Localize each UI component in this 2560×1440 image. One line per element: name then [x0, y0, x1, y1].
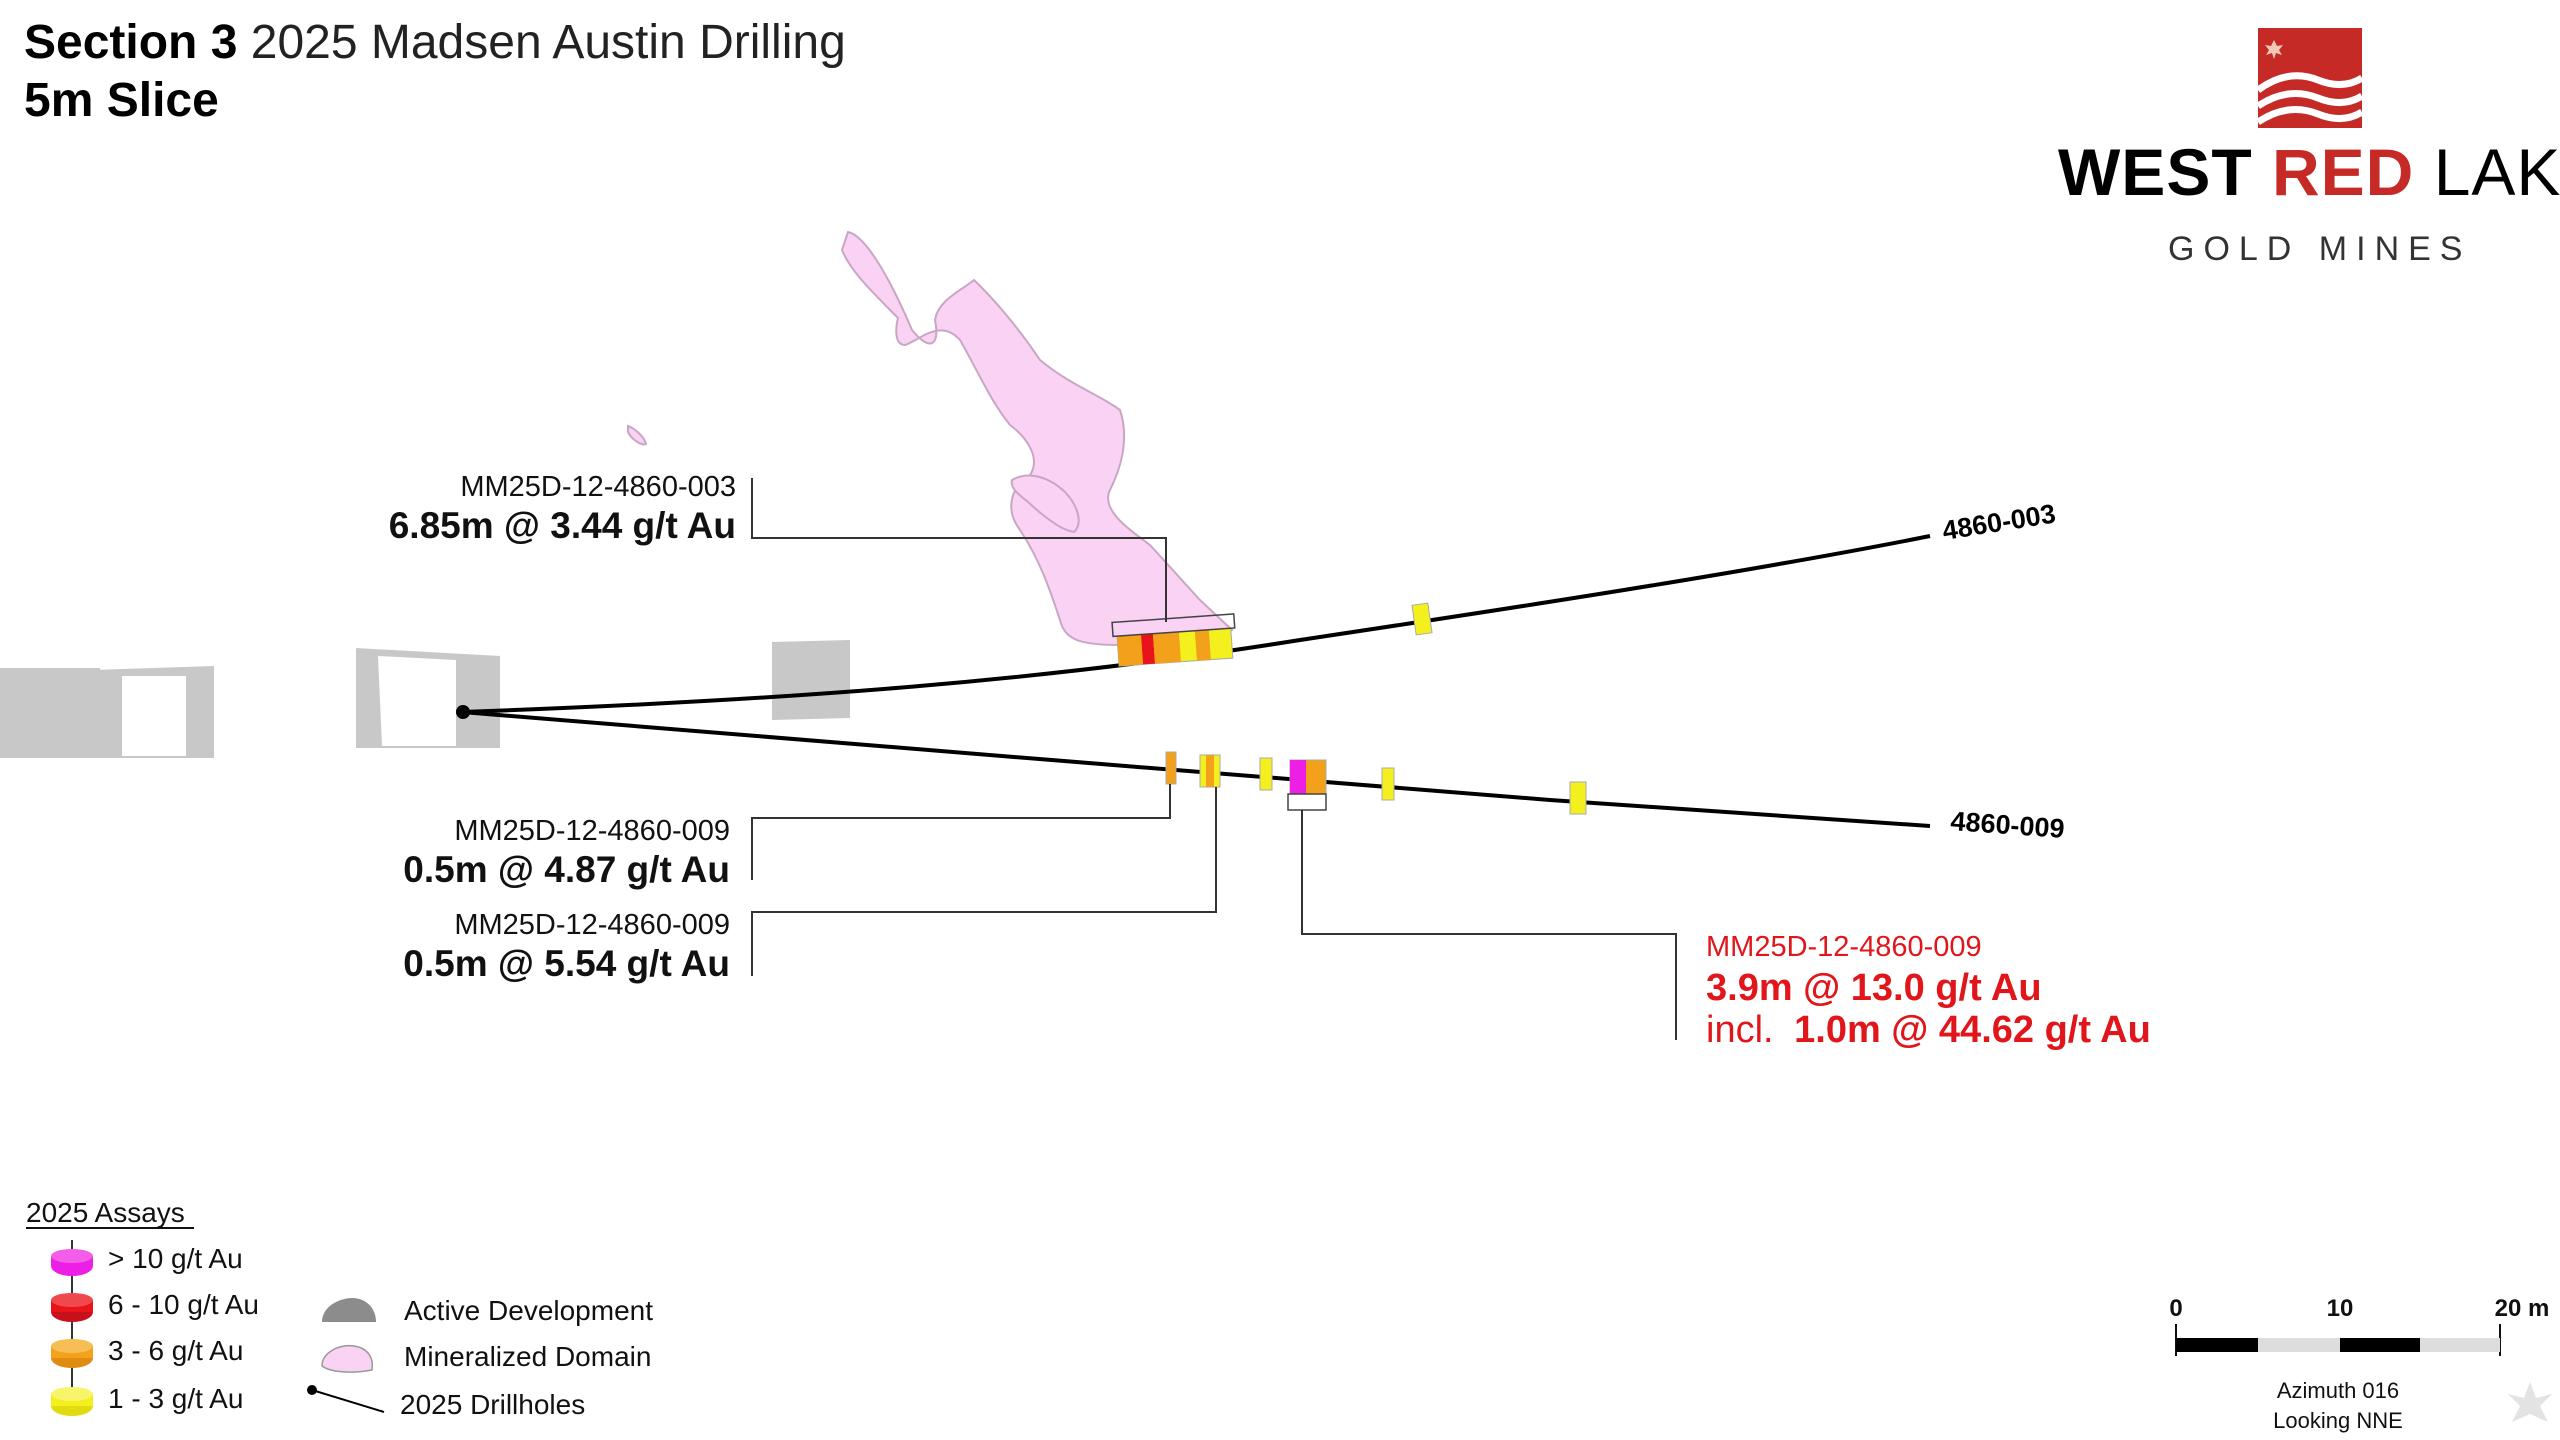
development-block: [378, 656, 456, 746]
callout-result-highlight: 3.9m @ 13.0 g/t Au: [1706, 967, 2042, 1009]
assay-interval: [1259, 757, 1273, 791]
domain-lens: [627, 424, 648, 446]
drillhole-4860-003-trace: [461, 534, 1931, 714]
leader-line-009-a: [751, 784, 1171, 880]
development-block: [772, 640, 850, 720]
development-block: [122, 676, 186, 756]
assay-interval: [1381, 767, 1395, 801]
logo-mark-icon: [2258, 28, 2362, 128]
company-logo: WEST RED LAKE GOLD MINES: [2050, 24, 2560, 268]
software-watermark-icon: [2508, 1382, 2552, 1422]
leader-line-009-b: [751, 787, 1217, 976]
legend-assay-label: > 10 g/t Au: [108, 1243, 243, 1274]
logo-wordmark: WEST RED LAKE: [2058, 135, 2560, 209]
callout-hole: MM25D-12-4860-003: [460, 471, 736, 503]
legend-assay-label: 1 - 3 g/t Au: [108, 1383, 243, 1414]
assay-interval: [1152, 631, 1181, 664]
callout-hole-highlight: MM25D-12-4860-009: [1706, 931, 1982, 963]
callout-result: 0.5m @ 5.54 g/t Au: [403, 943, 730, 984]
scale-azimuth: Azimuth 016: [2277, 1378, 2399, 1403]
legend-domain-swatch: [321, 1344, 374, 1373]
assay-interval: [1111, 613, 1236, 638]
legend-feature-label: Mineralized Domain: [404, 1341, 651, 1372]
legend-feature-label: Active Development: [404, 1295, 653, 1326]
legend-assay-label: 6 - 10 g/t Au: [108, 1289, 259, 1320]
leader-line-003: [751, 478, 1167, 622]
callout-result: 6.85m @ 3.44 g/t Au: [389, 505, 736, 546]
active-development: [0, 640, 850, 758]
leader-lines: [751, 478, 1677, 1040]
assay-interval: [1117, 634, 1144, 667]
collar-point: [456, 705, 470, 719]
assay-interval: [1290, 760, 1306, 794]
scale-bar: 0 10 20 m Azimuth 016 Looking NNE: [2169, 1295, 2549, 1433]
development-block: [0, 668, 100, 758]
callout-hole: MM25D-12-4860-009: [454, 815, 730, 847]
legend-assay-swatches: [51, 1240, 93, 1416]
callout-result: 0.5m @ 4.87 g/t Au: [403, 849, 730, 890]
leader-line-009-c: [1301, 810, 1677, 1040]
legend-development-swatch: [322, 1298, 376, 1322]
drillhole-4860-009-trace: [461, 710, 1931, 828]
assay-interval: [1140, 633, 1156, 665]
assay-interval: [1206, 755, 1214, 787]
callout-incl-prefix: incl.: [1706, 1009, 1774, 1051]
drillhole-label-003: 4860-003: [1940, 498, 2057, 545]
legend-title: 2025 Assays: [26, 1197, 185, 1228]
scale-segment: [2258, 1338, 2340, 1352]
scale-tick-10: 10: [2327, 1295, 2354, 1322]
scale-looking: Looking NNE: [2273, 1408, 2403, 1433]
assay-interval: [1194, 629, 1211, 661]
legend: 2025 Assays > 10 g/t Au: [26, 1197, 653, 1420]
scale-segment: [2340, 1338, 2420, 1352]
domain-body: [1010, 474, 1080, 534]
assay-interval: [1411, 602, 1433, 636]
mineralized-domain: [627, 230, 1234, 647]
title-text: 2025 Madsen Austin Drilling: [250, 16, 846, 69]
page-title: Section 3 2025 Madsen Austin Drilling: [24, 14, 846, 72]
assay-intervals-003: [1111, 613, 1236, 667]
callout-hole: MM25D-12-4860-009: [454, 909, 730, 941]
scale-segment: [2420, 1338, 2500, 1352]
callout-incl-line: incl. 1.0m @ 44.62 g/t Au: [1706, 1009, 2151, 1051]
logo-tagline: GOLD MINES: [2168, 230, 2472, 268]
assay-interval: [1287, 793, 1327, 811]
assay-interval: [1569, 781, 1587, 815]
legend-feature-label: 2025 Drillholes: [400, 1389, 585, 1420]
scale-tick-20: 20 m: [2495, 1295, 2550, 1322]
legend-assay-label: 3 - 6 g/t Au: [108, 1335, 243, 1366]
callout-incl-result: 1.0m @ 44.62 g/t Au: [1794, 1009, 2151, 1051]
page-subtitle: 5m Slice: [24, 74, 219, 127]
scale-segment: [2176, 1338, 2258, 1352]
drillhole-label-009: 4860-009: [1950, 806, 2066, 844]
scale-tick-0: 0: [2169, 1295, 2182, 1322]
domain-body: [840, 230, 1234, 647]
drillholes: [461, 534, 1931, 828]
assay-interval: [1165, 751, 1177, 785]
section-label: Section 3: [24, 16, 238, 69]
